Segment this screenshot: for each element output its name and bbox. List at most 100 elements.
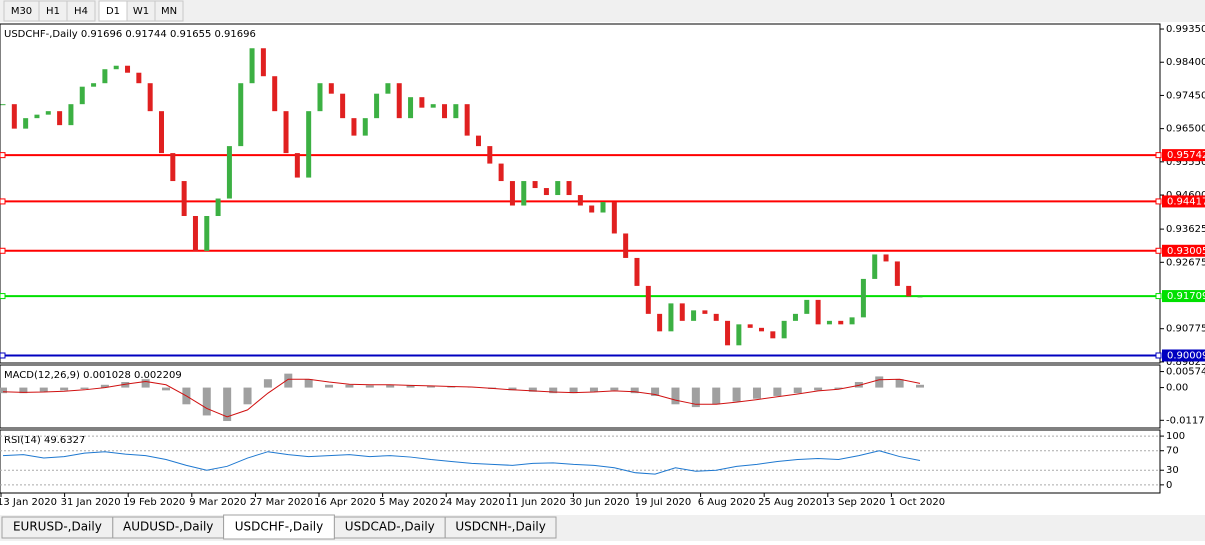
x-tick-label: 31 Jan 2020 <box>61 497 121 508</box>
level-label: 0.95742 <box>1167 150 1205 161</box>
histogram-bar <box>671 387 680 405</box>
x-tick-label: 19 Feb 2020 <box>123 497 185 508</box>
histogram-bar <box>406 385 415 388</box>
level-handle <box>0 198 6 205</box>
histogram-bar <box>854 382 863 388</box>
level-handle <box>1155 293 1162 300</box>
candle <box>475 135 481 147</box>
candle <box>736 324 742 346</box>
level-handle <box>1155 198 1162 205</box>
candle <box>419 97 425 108</box>
toolbar-button[interactable] <box>154 0 184 22</box>
candle <box>125 65 131 73</box>
candle <box>283 111 289 154</box>
level-handle <box>0 247 6 254</box>
tab[interactable] <box>444 516 557 539</box>
toolbar-button-label[interactable]: W1 <box>133 6 149 17</box>
candle <box>623 233 629 258</box>
histogram-bar <box>630 387 639 394</box>
tab[interactable] <box>223 514 335 540</box>
y-tick-label: 0.92675 <box>1166 257 1205 268</box>
candle <box>45 111 51 115</box>
candle <box>826 320 832 325</box>
histogram-bar <box>60 387 69 391</box>
panel-title: RSI(14) 49.6327 <box>4 435 85 446</box>
histogram-bar <box>549 387 558 394</box>
y-tick-label: 0.93625 <box>1166 224 1205 235</box>
tab-label[interactable]: USDCAD-,Daily <box>345 520 435 534</box>
histogram-bar <box>39 387 48 392</box>
candle <box>430 104 436 108</box>
toolbar-bg <box>0 0 1205 22</box>
candle <box>883 254 889 262</box>
x-tick-label: 13 Sep 2020 <box>822 497 885 508</box>
candle <box>91 83 97 87</box>
candle <box>238 83 244 147</box>
candle <box>294 153 300 178</box>
tab-label[interactable]: USDCNH-,Daily <box>455 520 546 534</box>
candle <box>668 303 674 332</box>
tab-label[interactable]: EURUSD-,Daily <box>13 520 102 534</box>
candle <box>34 114 40 119</box>
histogram-bar <box>0 387 7 394</box>
histogram-bar <box>752 387 761 399</box>
candle <box>543 188 549 196</box>
candle <box>634 257 640 286</box>
candle <box>362 118 368 136</box>
panel-title: USDCHF-,Daily 0.91696 0.91744 0.91655 0.… <box>4 29 256 40</box>
candle <box>849 317 855 325</box>
candle <box>442 104 448 119</box>
toolbar-button-label[interactable]: H4 <box>74 6 88 17</box>
level-tag <box>1162 290 1205 303</box>
y-tick-label: 0.99350 <box>1166 24 1205 35</box>
tab-label[interactable]: AUDUSD-,Daily <box>123 520 213 534</box>
candle <box>260 48 266 77</box>
macd-panel <box>0 364 1161 429</box>
candle <box>328 83 334 94</box>
x-tick-label: 1 Oct 2020 <box>890 497 945 508</box>
candle <box>759 327 765 332</box>
y-tick-label: 0.97450 <box>1166 90 1205 101</box>
x-tick-label: 6 Aug 2020 <box>698 497 756 508</box>
y-tick-label: 0.96500 <box>1166 124 1205 135</box>
tab-label[interactable]: USDCHF-,Daily <box>235 520 323 534</box>
y-tick-label: -0.011738 <box>1166 415 1205 426</box>
toolbar-button-label[interactable]: M30 <box>11 6 32 17</box>
toolbar-button-label[interactable]: MN <box>161 6 177 17</box>
candle <box>181 181 187 217</box>
histogram-bar <box>121 382 130 388</box>
toolbar-button-label[interactable]: H1 <box>46 6 60 17</box>
level-tag <box>1162 349 1205 362</box>
histogram-bar <box>345 384 354 388</box>
candle <box>317 83 323 112</box>
candle <box>158 111 164 154</box>
candle <box>589 205 595 213</box>
candle <box>464 104 470 136</box>
y-tick-label: 0.00 <box>1166 383 1188 394</box>
candle <box>396 83 402 119</box>
histogram-bar <box>223 387 232 422</box>
candle <box>566 181 572 196</box>
toolbar-button[interactable] <box>66 0 96 22</box>
candle <box>204 216 210 251</box>
y-tick-label: 0.90775 <box>1166 324 1205 335</box>
level-tag <box>1162 195 1205 208</box>
signal-line <box>2 378 921 418</box>
level-handle <box>0 152 6 159</box>
candle <box>57 111 63 126</box>
candle <box>521 181 527 206</box>
level-label: 0.94417 <box>1167 196 1205 207</box>
candle <box>136 72 142 84</box>
candle <box>453 104 459 119</box>
histogram-bar <box>814 387 823 391</box>
x-tick-label: 13 Jan 2020 <box>0 497 57 508</box>
level-handle <box>1155 352 1162 359</box>
candle <box>498 163 504 182</box>
candle <box>872 254 878 279</box>
toolbar-button-label[interactable]: D1 <box>106 6 120 17</box>
candle <box>79 86 85 105</box>
y-tick-label: 0.98400 <box>1166 57 1205 68</box>
histogram-bar <box>732 387 741 402</box>
candle <box>894 261 900 286</box>
